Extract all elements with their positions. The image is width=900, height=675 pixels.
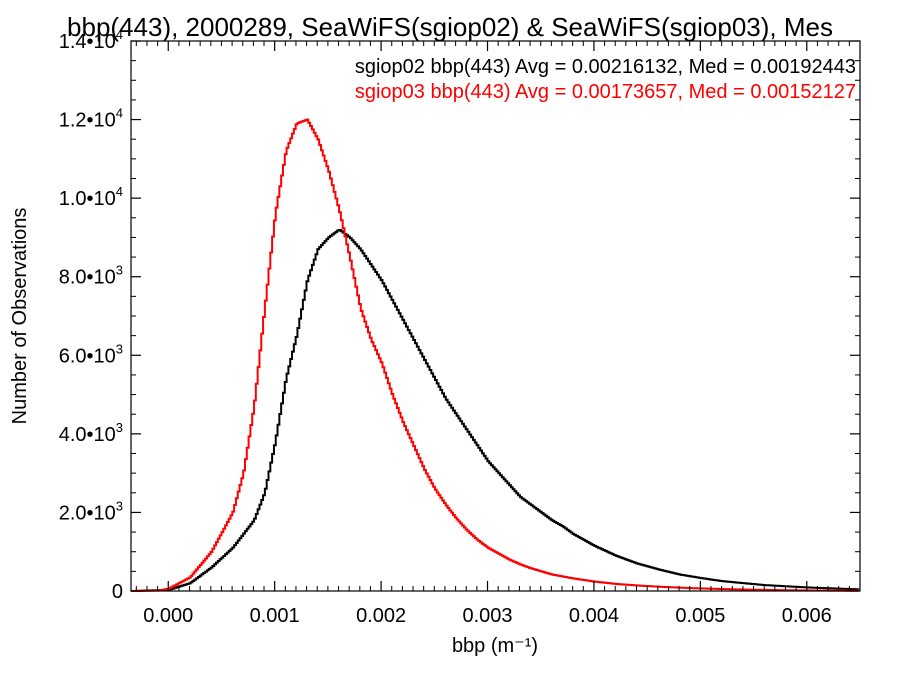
plot-area xyxy=(130,40,861,592)
x-tick-label: 0.001 xyxy=(250,605,300,627)
plot-frame xyxy=(130,40,861,592)
x-tick-label: 0.005 xyxy=(675,605,725,627)
x-tick-label: 0.003 xyxy=(462,605,512,627)
series-line-sgiop03 xyxy=(131,118,860,592)
y-tick-label: 4.0•103 xyxy=(59,420,123,446)
x-axis-label: bbp (m⁻¹) xyxy=(452,635,538,657)
y-tick-label: 0 xyxy=(112,581,123,603)
y-axis-label: Number of Observations xyxy=(9,208,31,425)
y-tick-label: 6.0•103 xyxy=(59,341,123,367)
x-axis: 0.000 0.001 0.002 0.003 0.004 0.005 0.006 xyxy=(135,41,850,627)
legend: sgiop02 bbp(443) Avg = 0.00216132, Med =… xyxy=(355,56,856,103)
legend-entry-sgiop02: sgiop02 bbp(443) Avg = 0.00216132, Med =… xyxy=(355,56,856,78)
y-tick-label: 1.0•104 xyxy=(59,184,123,210)
y-tick-label: 1.2•104 xyxy=(59,106,123,132)
x-tick-label: 0.000 xyxy=(143,605,193,627)
series-line-sgiop02 xyxy=(131,228,860,592)
y-tick-label: 2.0•103 xyxy=(59,498,123,524)
x-tick-label: 0.004 xyxy=(569,605,619,627)
x-tick-label: 0.002 xyxy=(356,605,406,627)
x-tick-label: 0.006 xyxy=(782,605,832,627)
legend-entry-sgiop03: sgiop03 bbp(443) Avg = 0.00173657, Med =… xyxy=(355,81,856,103)
y-axis: 0 2.0•103 4.0•103 6.0•103 8.0•103 1.0•104 1.2•… xyxy=(59,27,860,603)
chart-title: bbp(443), 2000289, SeaWiFS(sgiop02) & Se… xyxy=(67,12,833,42)
series-lines xyxy=(131,118,860,592)
y-tick-label: 8.0•103 xyxy=(59,263,123,289)
y-tick-label: 1.4•104 xyxy=(59,27,123,53)
